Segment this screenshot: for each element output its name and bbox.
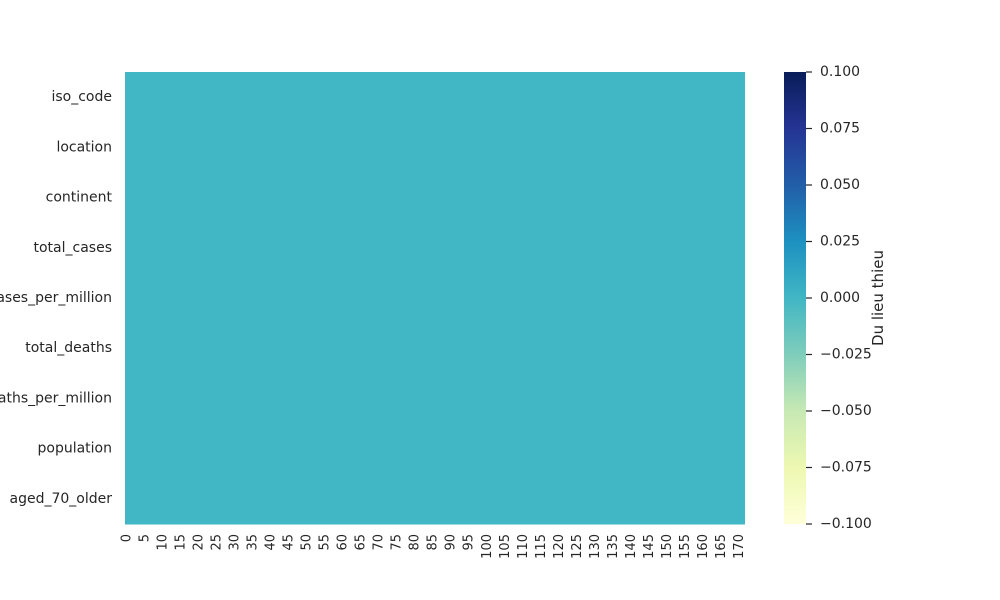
x-tick-label: 125 bbox=[570, 534, 585, 559]
x-tick-label: 170 bbox=[732, 534, 747, 559]
colorbar-tick-label: −0.100 bbox=[820, 516, 872, 532]
colorbar bbox=[784, 72, 806, 524]
heatmap-row-1 bbox=[125, 122, 745, 173]
x-tick-label: 165 bbox=[714, 534, 729, 559]
x-tick-label: 155 bbox=[678, 534, 693, 559]
x-tick-label: 0 bbox=[119, 534, 134, 542]
x-tick-label: 105 bbox=[498, 534, 513, 559]
y-tick-label: aged_70_older bbox=[10, 491, 113, 507]
heatmap-row-0 bbox=[125, 72, 745, 123]
heatmap-row-4 bbox=[125, 272, 745, 324]
colorbar-label: Du lieu thieu bbox=[869, 250, 887, 346]
y-tick-label: total_deaths bbox=[25, 340, 112, 356]
heatmap-row-8 bbox=[125, 473, 745, 525]
x-axis-ticks: 0 5 10 15 20 25 30 35 40 45 50 55 60 65 70 75 80 85 90 95 10… bbox=[119, 534, 747, 559]
x-tick-label: 100 bbox=[480, 534, 495, 559]
x-tick-label: 55 bbox=[318, 534, 333, 551]
x-tick-label: 130 bbox=[588, 534, 603, 559]
x-tick-label: 145 bbox=[642, 534, 657, 559]
y-tick-label: location bbox=[56, 139, 112, 155]
colorbar-tick-label: −0.025 bbox=[820, 347, 872, 363]
x-tick-label: 70 bbox=[372, 534, 387, 551]
colorbar-tick-label: 0.025 bbox=[820, 234, 860, 250]
y-tick-label: total_deaths_per_million bbox=[0, 390, 112, 406]
x-tick-label: 85 bbox=[426, 534, 441, 551]
heatmap-row-6 bbox=[125, 373, 745, 425]
colorbar-ticks: 0.100 0.075 0.050 0.025 0.000 −0.025 −0.050 −0.… bbox=[806, 64, 872, 532]
x-tick-label: 30 bbox=[227, 534, 242, 551]
x-tick-label: 135 bbox=[606, 534, 621, 559]
x-tick-label: 140 bbox=[624, 534, 639, 559]
x-tick-label: 5 bbox=[137, 534, 152, 542]
x-tick-label: 80 bbox=[408, 534, 423, 551]
x-tick-label: 90 bbox=[444, 534, 459, 551]
y-tick-label: population bbox=[38, 441, 113, 457]
heatmap-row-3 bbox=[125, 222, 745, 274]
colorbar-tick-label: −0.075 bbox=[820, 460, 872, 476]
colorbar-tick-label: −0.050 bbox=[820, 403, 872, 419]
x-tick-label: 25 bbox=[209, 534, 224, 551]
x-tick-label: 20 bbox=[191, 534, 206, 551]
x-tick-label: 65 bbox=[354, 534, 369, 551]
x-tick-label: 35 bbox=[245, 534, 260, 551]
x-tick-label: 110 bbox=[516, 534, 531, 559]
x-tick-label: 10 bbox=[155, 534, 170, 551]
heatmap-row-2 bbox=[125, 172, 745, 224]
heatmap-cells bbox=[125, 72, 745, 525]
x-tick-label: 120 bbox=[552, 534, 567, 559]
heatmap-row-7 bbox=[125, 423, 745, 475]
x-tick-label: 50 bbox=[300, 534, 315, 551]
y-tick-label: total_cases_per_million bbox=[0, 290, 112, 306]
x-tick-label: 150 bbox=[660, 534, 675, 559]
x-tick-label: 15 bbox=[173, 534, 188, 551]
x-tick-label: 60 bbox=[336, 534, 351, 551]
x-tick-label: 115 bbox=[534, 534, 549, 559]
x-tick-label: 45 bbox=[282, 534, 297, 551]
colorbar-tick-label: 0.075 bbox=[820, 121, 860, 137]
y-tick-label: total_cases bbox=[34, 240, 113, 256]
colorbar-tick-label: 0.000 bbox=[820, 290, 860, 306]
x-tick-label: 95 bbox=[462, 534, 477, 551]
x-tick-label: 40 bbox=[263, 534, 278, 551]
x-tick-label: 160 bbox=[696, 534, 711, 559]
y-tick-label: iso_code bbox=[51, 89, 112, 105]
heatmap-row-5 bbox=[125, 323, 745, 374]
y-axis-ticks: iso_code location continent total_casestota… bbox=[0, 89, 112, 507]
colorbar-tick-label: 0.100 bbox=[820, 64, 860, 80]
colorbar-tick-label: 0.050 bbox=[820, 177, 860, 193]
y-tick-label: continent bbox=[46, 190, 113, 206]
x-tick-label: 75 bbox=[390, 534, 405, 551]
